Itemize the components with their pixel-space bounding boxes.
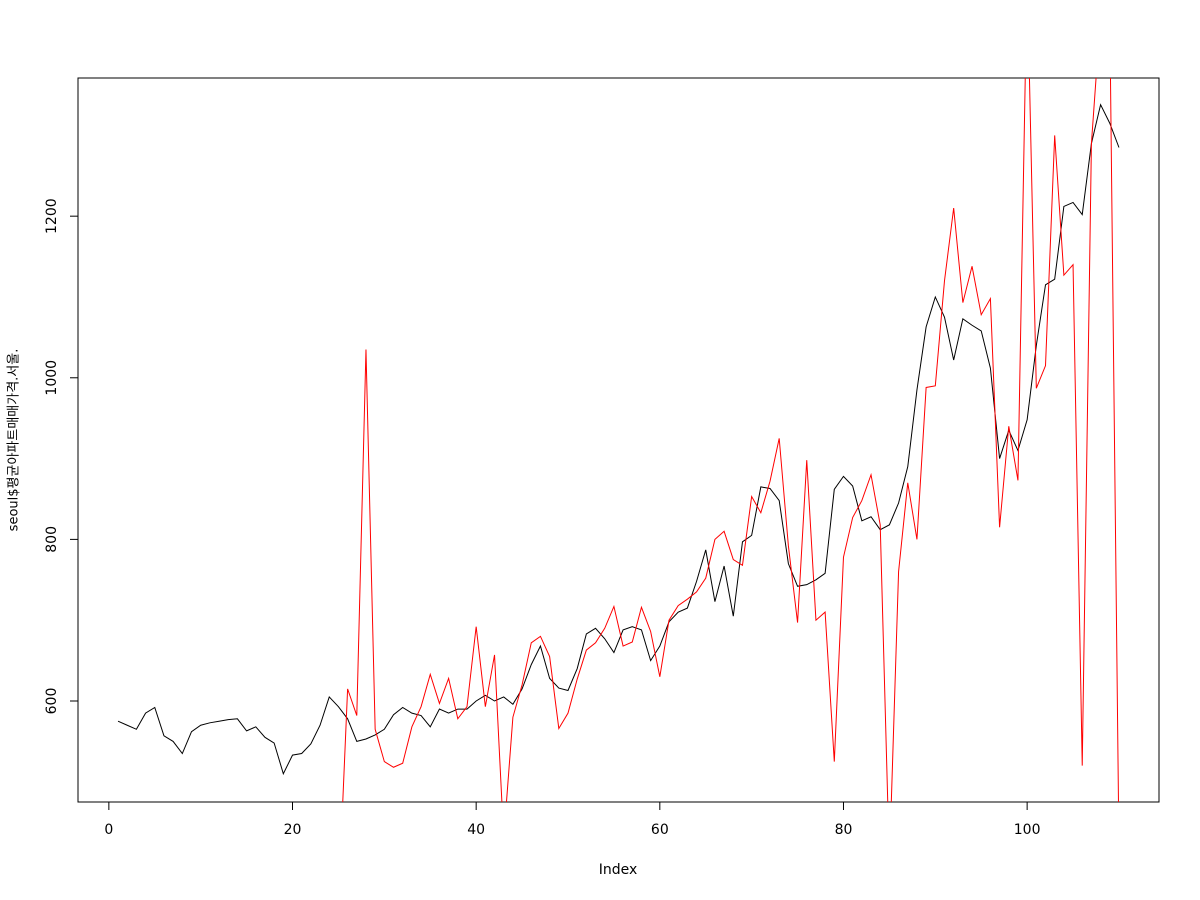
x-tick-label: 60 bbox=[651, 822, 669, 838]
plot-area bbox=[117, 78, 1120, 802]
y-axis-title: seoul$평균아파트매매가격.서울. bbox=[7, 349, 22, 532]
x-tick-label: 20 bbox=[284, 822, 302, 838]
x-tick-label: 100 bbox=[1014, 822, 1041, 838]
series-line bbox=[342, 78, 1119, 802]
y-tick-label: 1000 bbox=[44, 360, 60, 396]
x-tick-label: 80 bbox=[835, 822, 853, 838]
plot-frame bbox=[77, 77, 1160, 803]
y-tick-label: 1200 bbox=[44, 198, 60, 234]
y-tick-label: 600 bbox=[44, 688, 60, 715]
y-tick-label: 800 bbox=[44, 526, 60, 553]
x-axis-title: Index bbox=[599, 862, 638, 878]
x-tick-label: 0 bbox=[104, 822, 113, 838]
series-line bbox=[117, 103, 1120, 776]
x-tick-label: 40 bbox=[467, 822, 485, 838]
